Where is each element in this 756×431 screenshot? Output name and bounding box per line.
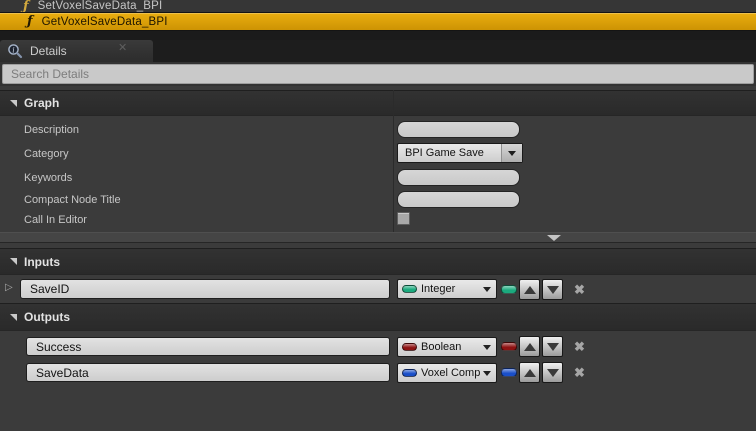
tab-bar: i Details ✕ xyxy=(0,40,756,62)
search-bar: Search Details xyxy=(0,62,756,86)
move-pin-down-button[interactable] xyxy=(542,336,563,357)
chevron-down-icon xyxy=(483,344,491,350)
collapse-arrow-icon xyxy=(10,258,17,265)
pin-color-swatch xyxy=(501,342,517,351)
pin-expander-icon[interactable]: ▷ xyxy=(5,282,13,293)
label-call-in-editor: Call In Editor xyxy=(24,214,87,226)
category-value: BPI Game Save xyxy=(405,147,484,159)
section-title: Outputs xyxy=(24,310,70,324)
pin-type-pill-icon xyxy=(402,285,417,293)
panel-gap xyxy=(0,31,756,40)
collapse-arrow-icon xyxy=(10,99,17,107)
section-header-outputs[interactable]: Outputs xyxy=(0,303,756,331)
search-placeholder: Search Details xyxy=(11,67,90,81)
up-arrow-icon xyxy=(523,368,536,377)
column-splitter[interactable] xyxy=(393,90,394,232)
section-title: Graph xyxy=(24,96,60,110)
remove-pin-button[interactable]: ✖ xyxy=(574,282,585,297)
function-name: SetVoxelSaveData_BPI xyxy=(37,0,163,12)
label-description: Description xyxy=(24,124,80,136)
details-magnifier-icon: i xyxy=(7,43,23,59)
function-list-item-setvoxelsavedata[interactable]: ƒ SetVoxelSaveData_BPI xyxy=(0,0,756,14)
dropdown-arrow-button[interactable] xyxy=(501,144,522,162)
chevron-down-icon xyxy=(483,370,491,376)
up-arrow-icon xyxy=(523,342,536,351)
pin-name-value: SaveData xyxy=(36,365,89,380)
tab-close-icon[interactable]: ✕ xyxy=(118,42,128,54)
collapse-arrow-icon xyxy=(10,313,17,321)
expand-down-icon xyxy=(547,235,561,241)
pin-type-dropdown-savedata[interactable]: Voxel Compre xyxy=(397,363,497,383)
pin-type-dropdown-saveid[interactable]: Integer xyxy=(397,279,497,299)
label-keywords: Keywords xyxy=(24,172,73,184)
section-title: Inputs xyxy=(24,254,60,269)
function-name: GetVoxelSaveData_BPI xyxy=(41,15,168,28)
pin-color-swatch xyxy=(501,368,517,377)
chevron-down-icon xyxy=(508,150,516,156)
pin-name-value: SaveID xyxy=(30,282,70,296)
pin-type-value: Voxel Compre xyxy=(421,367,480,379)
function-icon: ƒ xyxy=(23,0,29,14)
tab-details-label: Details xyxy=(30,44,67,58)
pin-type-dropdown-success[interactable]: Boolean xyxy=(397,337,497,357)
chevron-down-icon xyxy=(483,286,491,292)
pin-name-value: Success xyxy=(36,339,82,354)
svg-text:i: i xyxy=(12,46,14,54)
pin-type-pill-icon xyxy=(402,369,417,377)
section-header-graph[interactable]: Graph xyxy=(0,90,756,116)
move-pin-down-button[interactable] xyxy=(542,362,563,383)
keywords-field[interactable] xyxy=(397,169,520,186)
remove-pin-button[interactable]: ✖ xyxy=(574,365,585,380)
pin-name-input-saveid[interactable]: SaveID xyxy=(20,279,390,299)
section-header-inputs[interactable]: Inputs xyxy=(0,248,756,275)
pin-color-swatch xyxy=(501,285,517,294)
compact-node-title-field[interactable] xyxy=(397,191,520,208)
pin-name-input-success[interactable]: Success xyxy=(26,337,390,356)
down-arrow-icon xyxy=(546,342,559,351)
move-pin-up-button[interactable] xyxy=(519,362,540,383)
label-compact-node-title: Compact Node Title xyxy=(24,194,121,206)
tab-details[interactable]: i Details ✕ xyxy=(0,40,153,62)
label-category: Category xyxy=(24,148,69,160)
pin-type-value: Boolean xyxy=(421,341,462,353)
function-list-item-getvoxelsavedata-selected[interactable]: ƒ GetVoxelSaveData_BPI xyxy=(0,12,756,31)
move-pin-up-button[interactable] xyxy=(519,336,540,357)
category-dropdown[interactable]: BPI Game Save xyxy=(397,143,523,163)
remove-pin-button[interactable]: ✖ xyxy=(574,339,585,354)
move-pin-up-button[interactable] xyxy=(519,279,540,300)
move-pin-down-button[interactable] xyxy=(542,279,563,300)
call-in-editor-checkbox[interactable] xyxy=(397,212,410,225)
search-input[interactable]: Search Details xyxy=(2,64,754,84)
description-field[interactable] xyxy=(397,121,520,138)
up-arrow-icon xyxy=(523,285,536,294)
pin-name-input-savedata[interactable]: SaveData xyxy=(26,363,390,382)
advanced-expander-bar[interactable] xyxy=(0,232,756,243)
function-icon: ƒ xyxy=(27,14,33,29)
down-arrow-icon xyxy=(546,285,559,294)
pin-type-pill-icon xyxy=(402,343,417,351)
down-arrow-icon xyxy=(546,368,559,377)
pin-type-value: Integer xyxy=(421,283,456,295)
